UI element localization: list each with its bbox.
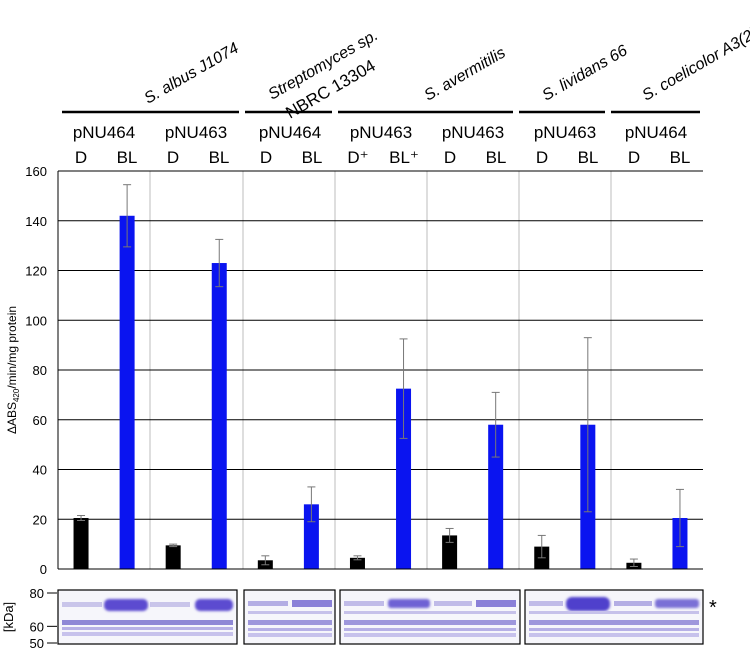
bars: [73, 215, 688, 569]
gel-panel-1: [57, 589, 238, 645]
y-tick-label: 120: [25, 264, 47, 279]
gel-blot: * [kDa] 80 60 50: [1, 586, 717, 650]
category-label: BL: [117, 148, 138, 167]
plasmid-label: pNU464: [73, 123, 135, 142]
y-axis-label-subscript: 420: [12, 388, 21, 402]
category-label: BL⁺: [389, 148, 419, 167]
y-tick-label: 100: [25, 313, 47, 328]
plasmid-labels: pNU464 pNU463 pNU464 pNU463 pNU463 pNU46…: [73, 123, 687, 142]
plasmid-label: pNU463: [534, 123, 596, 142]
kda-tick-label: 60: [30, 619, 44, 634]
kda-tick-label: 80: [30, 586, 44, 601]
y-tick-label: 40: [33, 463, 47, 478]
plasmid-label: pNU463: [350, 123, 412, 142]
y-axis-label-prefix: ΔABS: [5, 402, 19, 434]
y-tick-label: 0: [40, 562, 47, 577]
bar: [211, 263, 227, 569]
category-label: D⁺: [347, 148, 368, 167]
category-labels: D BL D BL D BL D⁺ BL⁺ D BL D BL D BL: [75, 148, 691, 167]
bar: [488, 424, 504, 569]
error-bars: [77, 184, 684, 568]
organism-label-coelicolor: S. coelicolor A3(2): [640, 25, 750, 105]
category-label: BL: [302, 148, 323, 167]
bar: [119, 215, 135, 569]
plasmid-label: pNU463: [442, 123, 504, 142]
y-tick-label: 140: [25, 214, 47, 229]
band-marker: *: [709, 597, 717, 619]
category-label: BL: [486, 148, 507, 167]
y-axis-ticks: 0 20 40 60 80 100 120 140 160: [25, 164, 47, 577]
category-label: BL: [578, 148, 599, 167]
y-tick-label: 160: [25, 164, 47, 179]
y-axis-label-suffix: /min/mg protein: [5, 306, 19, 389]
category-label: BL: [670, 148, 691, 167]
category-label: D: [444, 148, 456, 167]
kda-markers: 80 60 50: [30, 586, 57, 650]
bar: [303, 504, 319, 569]
category-label: D: [167, 148, 179, 167]
gel-panel-2: [243, 589, 336, 645]
organism-labels: S. albus J1074 Streptomyces sp. NBRC 133…: [142, 25, 750, 123]
y-tick-label: 80: [33, 363, 47, 378]
bar: [73, 518, 89, 569]
organism-label-avermitilis: S. avermitilis: [422, 44, 509, 104]
organism-label-lividans: S. lividans 66: [540, 42, 631, 104]
plasmid-label: pNU463: [165, 123, 227, 142]
organism-label-albus: S. albus J1074: [142, 40, 242, 108]
category-label: BL: [209, 148, 230, 167]
bar: [349, 557, 365, 569]
y-axis-label: ΔABS420/min/mg protein: [5, 306, 21, 434]
category-label: D: [536, 148, 548, 167]
category-label: D: [75, 148, 87, 167]
plasmid-label: pNU464: [625, 123, 687, 142]
gridlines: [58, 170, 703, 520]
category-label: D: [628, 148, 640, 167]
gel-panel-4: [524, 589, 704, 645]
category-label: D: [260, 148, 272, 167]
gel-panel-3: [339, 589, 521, 645]
bar: [165, 545, 181, 569]
plasmid-label: pNU464: [259, 123, 321, 142]
bar: [396, 388, 412, 569]
bar: [442, 535, 458, 569]
y-tick-label: 20: [33, 512, 47, 527]
kda-tick-label: 50: [30, 636, 44, 650]
kda-label: [kDa]: [1, 602, 16, 632]
plot-area: 0 20 40 60 80 100 120 140 160: [25, 164, 703, 577]
y-tick-label: 60: [33, 413, 47, 428]
